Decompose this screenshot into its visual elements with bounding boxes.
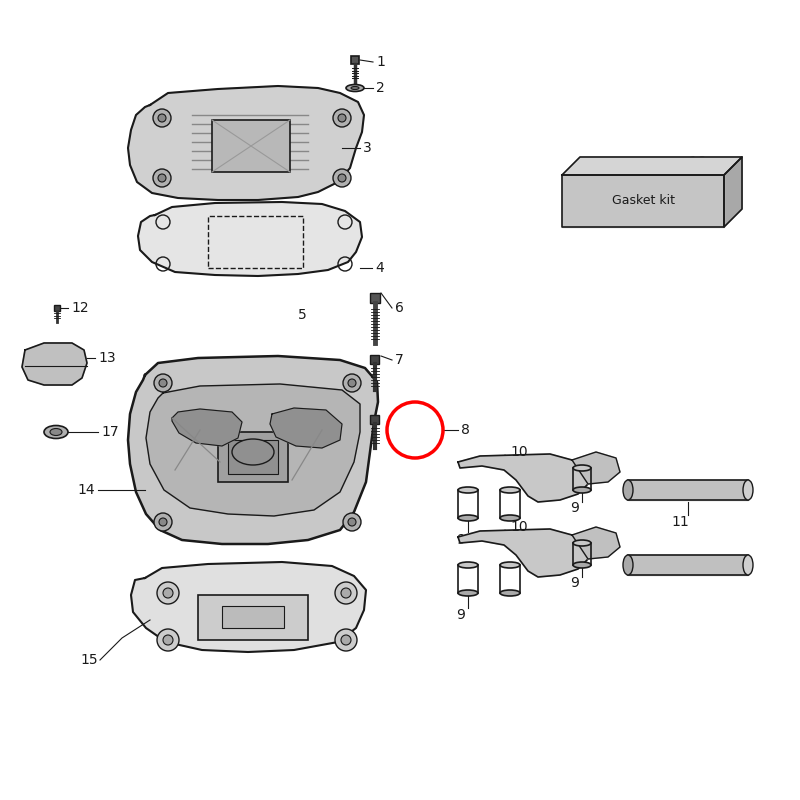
Circle shape <box>338 174 346 182</box>
Text: 8: 8 <box>461 423 470 437</box>
Ellipse shape <box>623 555 633 575</box>
Circle shape <box>163 588 173 598</box>
Circle shape <box>335 582 357 604</box>
Text: 5: 5 <box>298 308 306 322</box>
Text: 7: 7 <box>395 353 404 367</box>
Circle shape <box>341 635 351 645</box>
Ellipse shape <box>232 439 274 465</box>
Ellipse shape <box>458 562 478 568</box>
Circle shape <box>341 588 351 598</box>
Circle shape <box>158 174 166 182</box>
Circle shape <box>163 635 173 645</box>
Polygon shape <box>562 175 724 227</box>
Text: 6: 6 <box>395 301 404 315</box>
Ellipse shape <box>50 429 62 435</box>
Polygon shape <box>128 356 378 544</box>
Text: 15: 15 <box>80 653 98 667</box>
Ellipse shape <box>458 515 478 521</box>
Ellipse shape <box>351 86 359 90</box>
Circle shape <box>157 629 179 651</box>
Text: 16: 16 <box>688 155 706 169</box>
Ellipse shape <box>623 480 633 500</box>
Text: 4: 4 <box>375 261 384 275</box>
Circle shape <box>335 629 357 651</box>
Polygon shape <box>172 409 242 446</box>
Bar <box>370 415 379 424</box>
Ellipse shape <box>500 590 520 596</box>
Polygon shape <box>572 527 620 559</box>
Circle shape <box>348 379 356 387</box>
Bar <box>208 216 303 268</box>
Ellipse shape <box>458 487 478 493</box>
Circle shape <box>159 379 167 387</box>
Text: 10: 10 <box>510 445 528 459</box>
Circle shape <box>154 513 172 531</box>
Text: 10: 10 <box>510 520 528 534</box>
Ellipse shape <box>458 590 478 596</box>
Polygon shape <box>572 452 620 484</box>
Circle shape <box>343 513 361 531</box>
Text: 17: 17 <box>101 425 118 439</box>
Circle shape <box>154 374 172 392</box>
Bar <box>198 595 308 640</box>
Text: 9: 9 <box>570 501 579 515</box>
Polygon shape <box>138 202 362 276</box>
Text: 2: 2 <box>376 81 385 95</box>
Polygon shape <box>131 562 366 652</box>
Circle shape <box>159 518 167 526</box>
Circle shape <box>343 374 361 392</box>
Text: 3: 3 <box>363 141 372 155</box>
Ellipse shape <box>500 562 520 568</box>
Circle shape <box>333 169 351 187</box>
Bar <box>218 432 288 482</box>
Text: 12: 12 <box>71 301 89 315</box>
Bar <box>370 293 380 303</box>
Ellipse shape <box>573 540 591 546</box>
Polygon shape <box>724 157 742 227</box>
Bar <box>54 305 60 311</box>
Ellipse shape <box>500 515 520 521</box>
Text: 11: 11 <box>671 515 689 529</box>
Circle shape <box>338 114 346 122</box>
Ellipse shape <box>346 85 364 91</box>
Ellipse shape <box>500 487 520 493</box>
Text: 9: 9 <box>570 576 579 590</box>
Text: 9: 9 <box>457 608 466 622</box>
Polygon shape <box>628 555 748 575</box>
Text: 14: 14 <box>78 483 95 497</box>
Circle shape <box>348 518 356 526</box>
Text: 13: 13 <box>98 351 116 365</box>
Ellipse shape <box>573 465 591 471</box>
Circle shape <box>158 114 166 122</box>
Polygon shape <box>128 86 364 200</box>
Ellipse shape <box>573 487 591 493</box>
Circle shape <box>153 169 171 187</box>
Circle shape <box>157 582 179 604</box>
Polygon shape <box>458 454 588 502</box>
Polygon shape <box>562 157 742 175</box>
Bar <box>212 120 290 172</box>
Polygon shape <box>270 408 342 448</box>
Polygon shape <box>22 343 87 385</box>
Circle shape <box>153 109 171 127</box>
Bar <box>351 56 359 64</box>
Bar <box>222 606 284 628</box>
Polygon shape <box>146 384 360 516</box>
Circle shape <box>333 109 351 127</box>
Ellipse shape <box>743 555 753 575</box>
Text: 9: 9 <box>457 533 466 547</box>
Text: Gasket kit: Gasket kit <box>611 194 674 207</box>
Bar <box>370 355 379 364</box>
Polygon shape <box>458 529 588 577</box>
Text: 1: 1 <box>376 55 385 69</box>
Ellipse shape <box>743 480 753 500</box>
Ellipse shape <box>573 562 591 568</box>
Bar <box>228 440 278 474</box>
Polygon shape <box>628 480 748 500</box>
Ellipse shape <box>44 426 68 438</box>
